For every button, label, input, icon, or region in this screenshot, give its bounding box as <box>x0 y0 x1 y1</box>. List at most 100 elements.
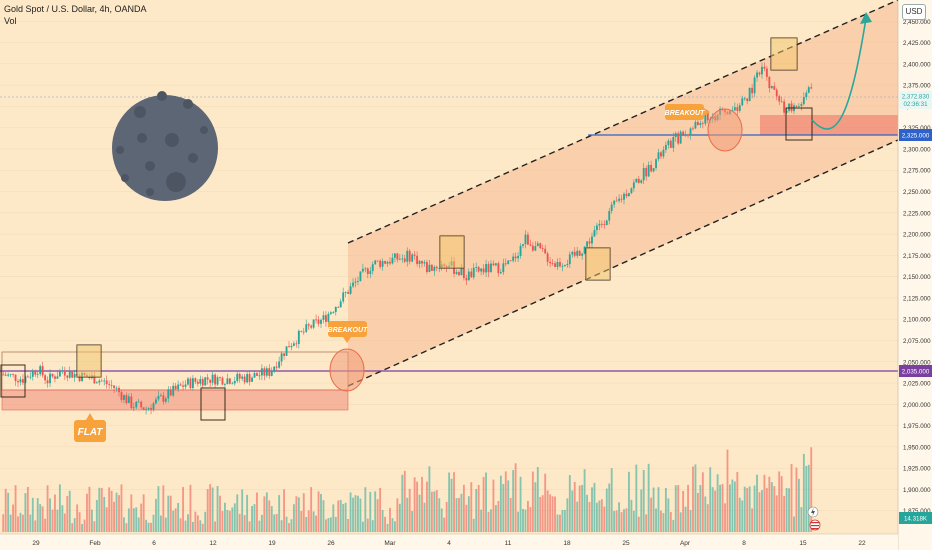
volume-bar <box>435 490 438 532</box>
volume-bar <box>480 509 483 532</box>
candle-body <box>278 361 281 368</box>
candle-body <box>753 77 756 94</box>
candle-body <box>795 105 798 107</box>
candle-body <box>268 368 271 376</box>
candle-body <box>568 254 571 265</box>
candle-body <box>194 378 197 382</box>
candle-body <box>374 260 377 265</box>
candle-body <box>608 210 611 221</box>
candle-body <box>58 370 61 377</box>
volume-bar <box>123 517 125 532</box>
volume-bar <box>140 503 143 532</box>
volume-bar <box>4 488 7 532</box>
volume-bar <box>56 509 59 532</box>
candle-body <box>672 137 675 148</box>
candle-body <box>108 384 111 385</box>
candle-body <box>768 76 771 89</box>
currency-button[interactable]: USD <box>902 4 926 20</box>
time-tick-label: 18 <box>563 540 571 547</box>
candle-body <box>531 245 534 251</box>
candle-body <box>78 375 81 381</box>
volume-bar <box>719 484 722 532</box>
candle-body <box>462 268 465 279</box>
volume-bar <box>788 488 790 532</box>
volume-bar <box>761 490 763 532</box>
candle-body <box>88 377 91 379</box>
time-tick-label: 4 <box>447 540 451 547</box>
volume-bar <box>785 487 788 532</box>
highlight-fill <box>771 38 797 70</box>
volume-bar <box>36 498 39 532</box>
candle-body <box>46 380 49 384</box>
price-axis-ticks: 2,450.0002,425.0002,400.0002,375.0002,35… <box>903 19 931 515</box>
candle-body <box>61 370 64 372</box>
volume-bar <box>778 471 781 532</box>
volume-bar <box>805 465 808 532</box>
chart-header: Gold Spot / U.S. Dollar, 4h, OANDA Vol <box>4 3 147 27</box>
volume-bar <box>438 498 441 532</box>
candle-body <box>26 376 29 378</box>
volume-bar <box>344 502 347 532</box>
candle-body <box>22 379 24 383</box>
volume-bar <box>573 481 576 532</box>
volume-bar <box>536 467 539 532</box>
candle-body <box>628 193 630 197</box>
candle-body <box>578 250 581 256</box>
volume-bar <box>716 474 719 532</box>
ascending-channel-fill <box>348 0 898 386</box>
candle-body <box>704 112 707 124</box>
candle-body <box>765 68 768 77</box>
candle-body <box>147 408 150 410</box>
volume-bar <box>753 485 756 532</box>
candle-body <box>423 262 426 264</box>
price-tick-label: 2,225.000 <box>903 210 931 217</box>
candle-body <box>71 370 74 378</box>
volume-bar <box>189 484 192 532</box>
candle-body <box>499 272 502 274</box>
candle-body <box>623 193 625 200</box>
volume-bar <box>66 496 69 532</box>
time-axis[interactable] <box>0 534 898 550</box>
candle-body <box>228 378 231 384</box>
candle-body <box>524 234 527 245</box>
volume-bar <box>423 502 426 532</box>
volume-bar <box>440 508 443 532</box>
volume-bar <box>588 502 591 532</box>
volume-bar <box>477 484 480 532</box>
candle-body <box>123 395 125 400</box>
lightning-icon[interactable] <box>807 506 819 518</box>
candle-body <box>196 381 199 384</box>
volume-bar <box>354 495 357 532</box>
price-tick-label: 2,125.000 <box>903 295 931 302</box>
candle-body <box>233 381 236 384</box>
candle-body <box>386 261 389 264</box>
candle-body <box>39 366 42 374</box>
volume-bar <box>790 463 793 532</box>
candle-body <box>536 243 539 247</box>
volume-bar <box>403 470 406 532</box>
candle-body <box>647 164 650 177</box>
volume-bar <box>679 512 682 532</box>
candle-body <box>652 168 655 172</box>
volume-bar <box>551 496 554 532</box>
candle-body <box>403 258 406 262</box>
volume-bar <box>677 485 680 532</box>
volume-bar <box>775 495 778 532</box>
support-price-tag: 2,035.000 <box>899 365 932 377</box>
volume-bar <box>90 509 93 532</box>
volume-bar <box>384 516 386 532</box>
us-flag-icon[interactable] <box>809 519 821 531</box>
candle-body <box>135 401 138 408</box>
candle-body <box>554 263 556 267</box>
volume-bar <box>7 492 10 532</box>
volume-bar <box>206 489 209 532</box>
volume-bar <box>381 509 384 532</box>
volume-bar <box>155 498 157 532</box>
volume-bar <box>531 471 534 532</box>
candle-body <box>559 262 561 267</box>
price-tick-label: 1,950.000 <box>903 444 931 451</box>
volume-bar <box>268 500 271 532</box>
volume-bar <box>300 510 303 532</box>
candle-body <box>179 384 182 386</box>
